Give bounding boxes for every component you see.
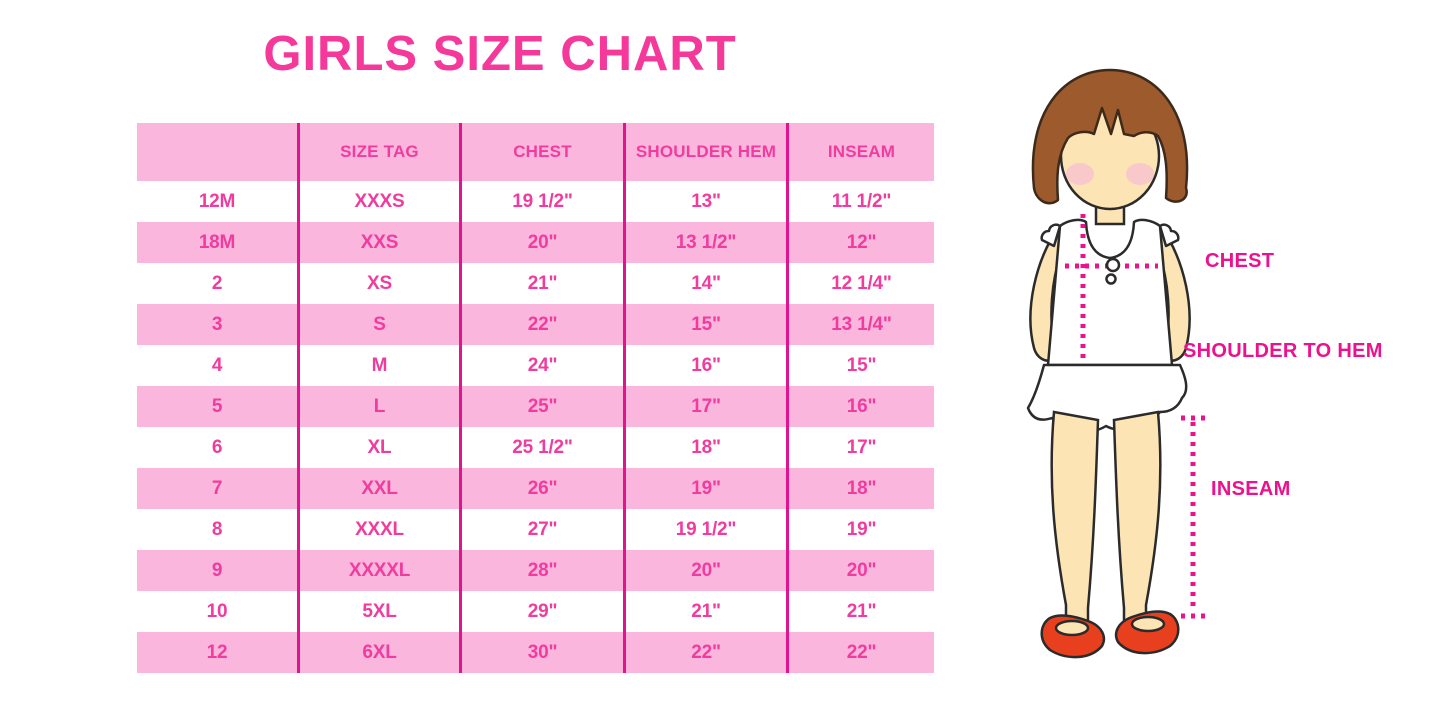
page-title: GIRLS SIZE CHART: [263, 27, 737, 81]
table-cell: 7: [137, 468, 300, 509]
table-cell: 19 1/2": [462, 181, 626, 222]
table-cell: 21": [626, 591, 789, 632]
table-cell: M: [300, 345, 462, 386]
table-cell: 15": [846, 354, 877, 376]
table-cell: L: [300, 386, 462, 427]
table-cell: 12: [137, 632, 300, 673]
girl-shirt: [1046, 218, 1174, 367]
table-cell: 19 1/2": [626, 509, 789, 550]
table-cell: 12 1/4": [831, 272, 892, 294]
table-cell: XXXL: [300, 509, 462, 550]
table-cell: XXL: [300, 468, 462, 509]
table-row: 12M XXXS 19 1/2" 13" 11 1/2": [137, 181, 934, 222]
table-cell: S: [300, 304, 462, 345]
table-cell: 16": [626, 345, 789, 386]
table-cell: 14": [626, 263, 789, 304]
girl-right-blush: [1126, 163, 1154, 185]
girl-skirt: [1026, 363, 1188, 432]
table-row: 9 XXXXL 28" 20" 20": [137, 550, 934, 591]
table-cell: 12M: [137, 181, 300, 222]
table-header-cell: [137, 123, 300, 181]
table-cell: 16": [846, 395, 877, 417]
table-header-cell: SIZE TAG: [300, 123, 462, 181]
table-cell: 21": [462, 263, 626, 304]
table-cell: XS: [300, 263, 462, 304]
table-cell: 2: [137, 263, 300, 304]
table-cell: 11 1/2": [831, 190, 892, 212]
table-cell: 22": [462, 304, 626, 345]
table-cell: 13 1/2": [626, 222, 789, 263]
girl-hair: [1031, 68, 1189, 205]
girl-left-shoulder-ruffle: [1040, 223, 1062, 248]
table-cell: 17": [626, 386, 789, 427]
inseam-measure-label: INSEAM: [1211, 478, 1291, 500]
table-cell: 20": [846, 559, 877, 581]
table-cell: 18": [626, 427, 789, 468]
table-row: 7 XXL 26" 19" 18": [137, 468, 934, 509]
table-cell: 25 1/2": [462, 427, 626, 468]
table-cell: 24": [462, 345, 626, 386]
table-cell: 28": [462, 550, 626, 591]
table-row: 5 L 25" 17" 16": [137, 386, 934, 427]
table-cell: 9: [137, 550, 300, 591]
table-rows: 12M XXXS 19 1/2" 13" 11 1/2" 18M XXS 20" 13 1/2"…: [137, 181, 934, 673]
table-header-cell: INSEAM: [827, 142, 896, 161]
table-cell: 5: [137, 386, 300, 427]
table-row: 18M XXS 20" 13 1/2" 12": [137, 222, 934, 263]
shirt-button-top: [1105, 257, 1121, 273]
girl-left-shoe-opening: [1054, 619, 1090, 637]
table-cell: 8: [137, 509, 300, 550]
table-row: 3 S 22" 15" 13 1/4": [137, 304, 934, 345]
chest-measure-label: CHEST: [1205, 250, 1275, 272]
table-cell: 5XL: [300, 591, 462, 632]
table-cell: 30": [462, 632, 626, 673]
table-cell: 15": [626, 304, 789, 345]
table-header-cell: SHOULDER HEM: [626, 123, 789, 181]
table-cell: 29": [462, 591, 626, 632]
table-cell: 13": [626, 181, 789, 222]
table-header-row: SIZE TAG CHEST SHOULDER HEM INSEAM: [137, 123, 934, 181]
table-cell: 3: [137, 304, 300, 345]
table-cell: 21": [846, 600, 877, 622]
table-cell: 18": [846, 477, 877, 499]
shirt-button-bottom: [1105, 273, 1117, 285]
table-row: 12 6XL 30" 22" 22": [137, 632, 934, 673]
shoulder-to-hem-measure-label: SHOULDER TO HEM: [1183, 340, 1383, 362]
table-cell: 18M: [137, 222, 300, 263]
table-cell: XL: [300, 427, 462, 468]
table-row: 10 5XL 29" 21" 21": [137, 591, 934, 632]
table-cell: 25": [462, 386, 626, 427]
table-cell: 6XL: [300, 632, 462, 673]
table-cell: 26": [462, 468, 626, 509]
table-cell: 22": [846, 641, 877, 663]
table-cell: 17": [846, 436, 877, 458]
table-cell: 20": [626, 550, 789, 591]
table-cell: 19": [626, 468, 789, 509]
table-cell: 27": [462, 509, 626, 550]
table-header-cell: CHEST: [462, 123, 626, 181]
table-row: 4 M 24" 16" 15": [137, 345, 934, 386]
table-cell: 22": [626, 632, 789, 673]
girl-right-shoe-opening: [1130, 615, 1166, 633]
girls-size-table: SIZE TAG CHEST SHOULDER HEM INSEAM 12M XX…: [137, 123, 934, 673]
table-cell: 12": [846, 231, 877, 253]
girl-right-leg: [1112, 410, 1162, 628]
table-cell: 6: [137, 427, 300, 468]
table-row: 6 XL 25 1/2" 18" 17": [137, 427, 934, 468]
table-cell: 13 1/4": [831, 313, 892, 335]
table-cell: XXXXL: [300, 550, 462, 591]
girl-left-leg: [1050, 410, 1100, 630]
table-cell: XXS: [300, 222, 462, 263]
table-cell: XXXS: [300, 181, 462, 222]
table-cell: 19": [846, 518, 877, 540]
table-cell: 20": [462, 222, 626, 263]
table-cell: 4: [137, 345, 300, 386]
table-row: 2 XS 21" 14" 12 1/4": [137, 263, 934, 304]
girl-left-blush: [1066, 163, 1094, 185]
girl-right-shoulder-ruffle: [1158, 223, 1180, 248]
girl-measurement-illustration: [1026, 68, 1207, 659]
table-cell: 10: [137, 591, 300, 632]
table-row: 8 XXXL 27" 19 1/2" 19": [137, 509, 934, 550]
